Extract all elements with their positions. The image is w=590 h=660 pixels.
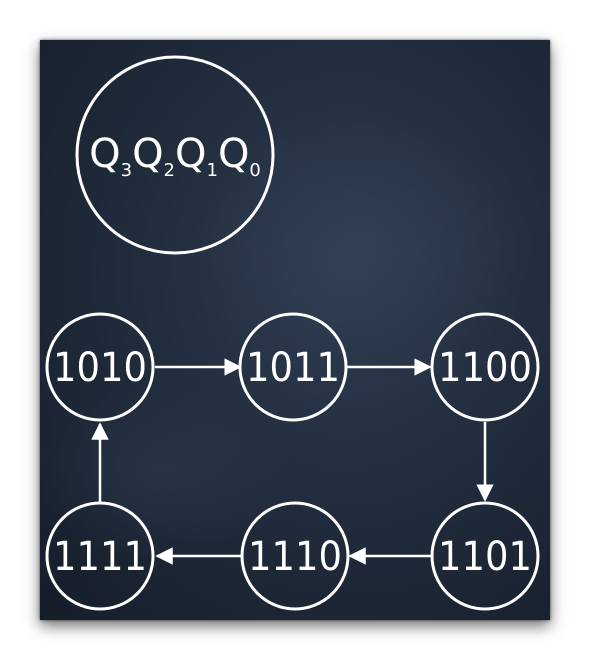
state-node-1010: 1010 [45, 312, 155, 422]
state-node-1110: 1110 [240, 501, 350, 611]
state-label: 1011 [246, 345, 340, 391]
board-texture [200, 120, 540, 360]
chalkboard: Q3Q2Q1Q0 1010 1011 1100 1101 1110 [40, 40, 550, 620]
state-circle [45, 501, 155, 611]
state-node-1100: 1100 [430, 312, 540, 422]
state-circle [240, 501, 350, 611]
state-circle [430, 501, 540, 611]
state-circle [430, 312, 540, 422]
legend-label: Q3Q2Q1Q0 [89, 131, 261, 181]
state-label: 1111 [53, 534, 147, 580]
state-label: 1100 [438, 345, 532, 391]
state-label: 1101 [438, 534, 532, 580]
state-node-1111: 1111 [45, 501, 155, 611]
state-node-1011: 1011 [238, 312, 348, 422]
state-circle [45, 312, 155, 422]
state-diagram: Q3Q2Q1Q0 1010 1011 1100 1101 1110 [40, 55, 540, 611]
state-circle [238, 312, 348, 422]
state-label: 1110 [248, 534, 342, 580]
legend-circle [75, 55, 275, 255]
board-texture [40, 380, 290, 560]
state-label: 1010 [53, 345, 147, 391]
state-node-1101: 1101 [430, 501, 540, 611]
